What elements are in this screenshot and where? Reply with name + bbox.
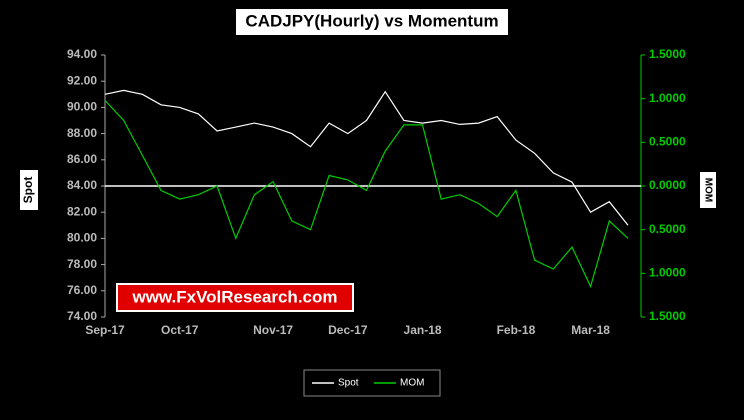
series-line — [104, 89, 629, 226]
series-line — [104, 99, 629, 289]
y2-tick-label: 1.5000 — [649, 309, 686, 323]
legend-label: Spot — [338, 378, 359, 389]
y2-tick-label: 0.0000 — [649, 178, 686, 192]
y-tick-label: 88.00 — [67, 126, 97, 140]
x-tick-label: Dec-17 — [328, 323, 368, 337]
x-tick-label: Sep-17 — [85, 323, 125, 337]
y-tick-label: 82.00 — [67, 204, 97, 218]
x-tick-label: Mar-18 — [571, 323, 610, 337]
y-tick-label: 84.00 — [67, 178, 97, 192]
title-box — [236, 9, 508, 35]
y-tick-label: 74.00 — [67, 309, 97, 323]
y2-tick-label: 0.5000 — [649, 222, 686, 236]
legend-label: MOM — [400, 378, 424, 389]
x-tick-label: Oct-17 — [161, 323, 199, 337]
ylabel-box — [20, 170, 38, 210]
y2-tick-label: 1.0000 — [649, 91, 686, 105]
y2-tick-label: 0.5000 — [649, 135, 686, 149]
x-tick-label: Jan-18 — [404, 323, 442, 337]
y-axis-label: Spot — [21, 177, 35, 204]
chart-title: CADJPY(Hourly) vs Momentum — [245, 11, 498, 30]
watermark-box — [116, 283, 354, 312]
y-tick-label: 78.00 — [67, 257, 97, 271]
x-tick-label: Feb-18 — [497, 323, 536, 337]
y2-tick-label: 1.5000 — [649, 47, 686, 61]
y-tick-label: 90.00 — [67, 100, 97, 114]
y-tick-label: 86.00 — [67, 152, 97, 166]
watermark: www.FxVolResearch.com — [131, 287, 337, 306]
x-tick-label: Nov-17 — [253, 323, 293, 337]
y-tick-label: 94.00 — [67, 47, 97, 61]
y2-tick-label: 1.0000 — [649, 266, 686, 280]
y-tick-label: 76.00 — [67, 283, 97, 297]
y2label-box — [700, 172, 716, 208]
y2-axis-label: MOM — [702, 178, 713, 202]
y-tick-label: 92.00 — [67, 73, 97, 87]
y-tick-label: 80.00 — [67, 231, 97, 245]
